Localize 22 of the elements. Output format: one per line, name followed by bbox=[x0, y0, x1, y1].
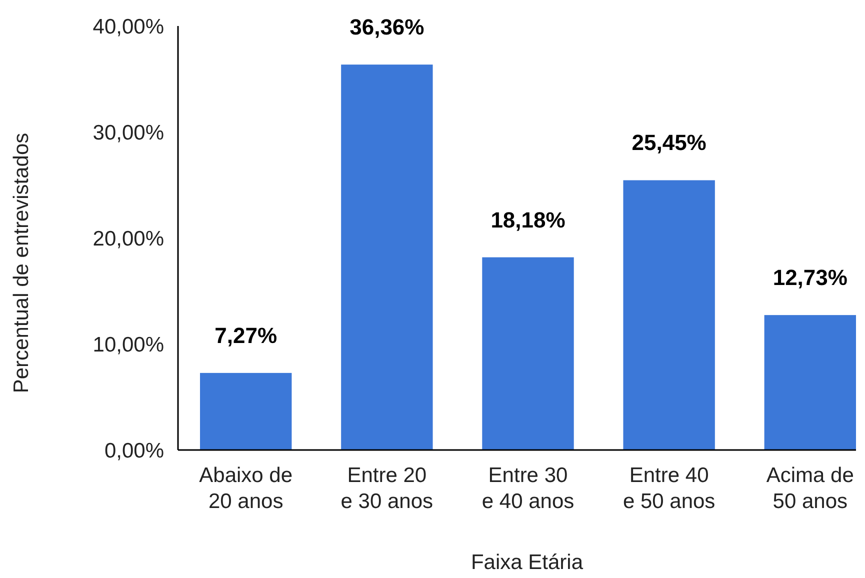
bar bbox=[482, 257, 574, 450]
y-tick-label: 20,00% bbox=[92, 227, 164, 250]
x-axis-title: Faixa Etária bbox=[470, 551, 584, 574]
y-axis-title: Percentual de entrevistados bbox=[10, 132, 33, 394]
x-tick-label: Entre 40 e 50 anos bbox=[622, 464, 716, 513]
data-label: 7,27% bbox=[214, 322, 278, 348]
x-tick-label: Acima de 50 anos bbox=[766, 464, 854, 513]
y-tick-label: 0,00% bbox=[104, 439, 164, 462]
data-label: 18,18% bbox=[490, 207, 566, 232]
data-label: 25,45% bbox=[632, 130, 706, 156]
bar bbox=[200, 372, 292, 450]
data-label: 36,36% bbox=[350, 14, 424, 40]
y-tick-label: 10,00% bbox=[92, 333, 164, 356]
x-tick-label: Abaixo de 20 anos bbox=[199, 464, 293, 513]
x-tick-label: Entre 30 e 40 anos bbox=[482, 464, 574, 513]
y-tick-label: 40,00% bbox=[92, 15, 164, 38]
y-tick-label: 30,00% bbox=[92, 121, 164, 144]
x-tick-label: Entre 20 e 30 anos bbox=[340, 464, 434, 513]
data-label: 12,73% bbox=[772, 265, 848, 290]
bar bbox=[623, 180, 715, 450]
bar bbox=[341, 64, 433, 450]
bar bbox=[764, 315, 856, 450]
